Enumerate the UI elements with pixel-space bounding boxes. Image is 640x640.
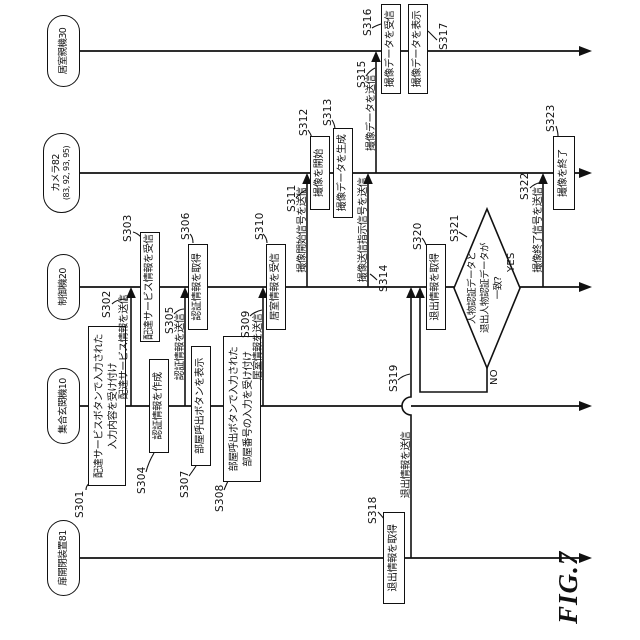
lifeline-arrowheads <box>579 46 592 563</box>
step-ref-s318: S318 <box>367 496 379 524</box>
step-ref-s302: S302 <box>101 290 113 318</box>
participant-label: 居室親機30 <box>57 27 69 75</box>
step-ref-s308: S308 <box>214 484 226 512</box>
message-label-s309: 居室情報を送信 <box>253 313 264 381</box>
message-arrowheads <box>126 51 548 298</box>
participant-label: 扉開閉装置81 <box>57 530 69 586</box>
step-ref-s313: S313 <box>322 98 334 126</box>
step-ref-s320: S320 <box>412 222 424 250</box>
decision-yes-label: YES <box>506 252 517 272</box>
step-ref-s315: S315 <box>356 60 368 88</box>
step-box-s316: 撮像データを受信 <box>381 4 401 94</box>
step-ref-s304: S304 <box>136 466 148 494</box>
decision-no-label: NO <box>489 369 500 385</box>
step-ref-s316: S316 <box>362 8 374 36</box>
step-ref-s305: S305 <box>164 306 176 334</box>
step-ref-s311: S311 <box>286 184 298 212</box>
step-ref-s303: S303 <box>122 214 134 242</box>
step-ref-s322: S322 <box>519 172 531 200</box>
step-box-s317: 撮像データを表示 <box>408 4 428 94</box>
step-box-s312: 撮像を開始 <box>310 136 330 210</box>
step-box-s323: 撮像を終了 <box>553 136 575 210</box>
step-ref-s301: S301 <box>74 490 86 518</box>
message-label-s322: 撮像終了信号を送信 <box>533 187 544 273</box>
participant-label: カメラ82 <box>51 154 62 192</box>
line-hop-mask <box>402 397 411 415</box>
step-ref-s307: S307 <box>179 470 191 498</box>
message-label-s302: 配達サービス情報を送信 <box>119 294 130 400</box>
participant-door-device: 扉開閉装置81 <box>47 520 80 596</box>
message-lines <box>130 61 544 558</box>
step-box-s313: 撮像データを生成 <box>333 128 353 218</box>
step-ref-s321: S321 <box>449 214 461 242</box>
step-box-s306: 認証情報を取得 <box>188 244 208 330</box>
step-ref-s323: S323 <box>545 104 557 132</box>
participant-sublabel: (83, 92, 93, 95) <box>62 145 72 201</box>
step-ref-s314: S314 <box>378 264 390 292</box>
step-ref-s310: S310 <box>254 212 266 240</box>
participant-label: 集合玄関機10 <box>57 378 69 434</box>
step-box-s303: 配達サービス情報を受信 <box>140 232 160 342</box>
figure-caption: FIG.7 <box>553 550 583 624</box>
step-ref-s312: S312 <box>298 108 310 136</box>
participant-label: 制御機20 <box>57 268 69 306</box>
step-box-s304: 認証情報を作成 <box>149 359 169 453</box>
participant-room-unit: 居室親機30 <box>47 15 80 87</box>
step-ref-s317: S317 <box>438 22 450 50</box>
message-label-s314: 撮像送信指示信号を送信 <box>358 177 369 283</box>
step-box-s310: 居室情報を受信 <box>266 244 286 330</box>
participant-camera: カメラ82 (83, 92, 93, 95) <box>43 133 80 213</box>
participant-controller: 制御機20 <box>47 254 80 320</box>
step-ref-s309: S309 <box>240 310 252 338</box>
message-label-s319: 退出情報を送信 <box>401 431 412 499</box>
decision-text: 人物認証データと 退出人物認証データが 一致? <box>467 243 504 334</box>
participant-entrance-unit: 集合玄関機10 <box>47 368 80 444</box>
decision-diamond <box>453 206 521 371</box>
step-ref-s319: S319 <box>388 364 400 392</box>
step-box-s320: 退出情報を取得 <box>426 244 446 330</box>
step-ref-s306: S306 <box>180 212 192 240</box>
step-box-s307: 部屋呼出ボタンを表示 <box>191 346 211 466</box>
